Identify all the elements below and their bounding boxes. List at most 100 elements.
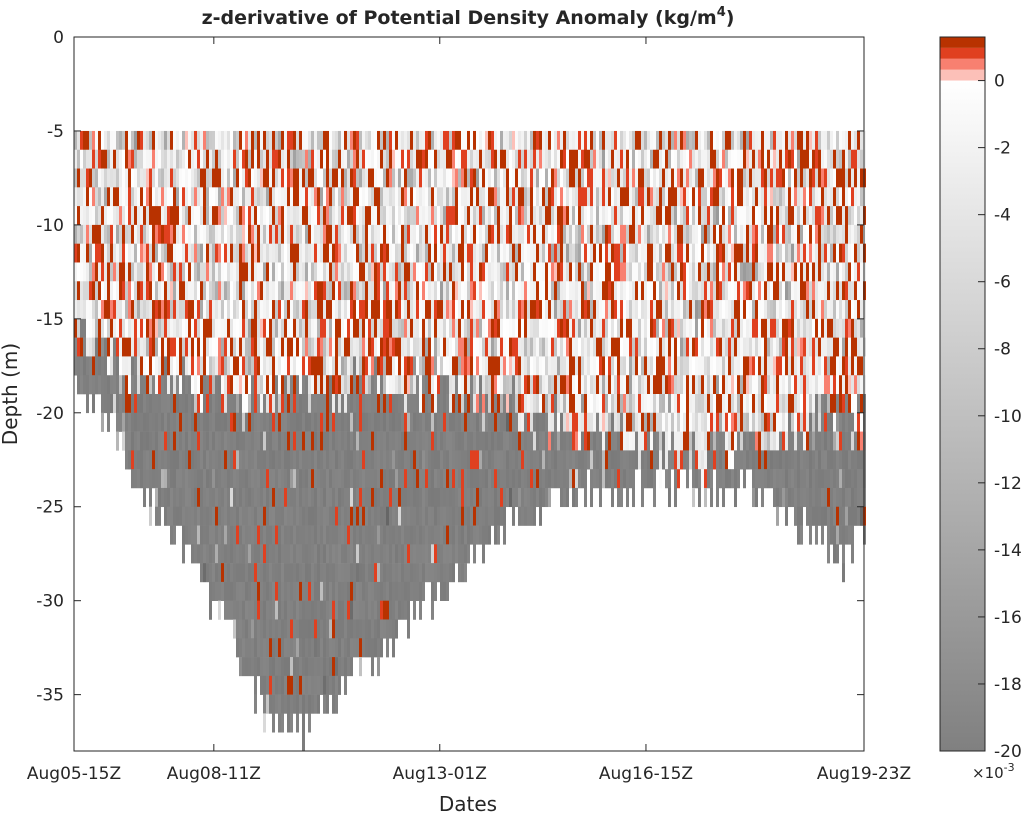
heatmap-cell bbox=[365, 394, 368, 414]
heatmap-cell bbox=[401, 506, 404, 526]
heatmap-cell bbox=[287, 337, 290, 357]
heatmap-cell bbox=[698, 487, 701, 508]
heatmap-cell bbox=[641, 487, 644, 508]
heatmap-cell bbox=[173, 450, 176, 470]
heatmap-cell bbox=[110, 224, 113, 244]
heatmap-cell bbox=[236, 149, 239, 169]
heatmap-cell bbox=[254, 206, 257, 226]
heatmap-cell bbox=[467, 506, 470, 526]
heatmap-cell bbox=[152, 262, 155, 282]
heatmap-cell bbox=[581, 262, 584, 282]
heatmap-cell bbox=[479, 469, 482, 489]
heatmap-cell bbox=[287, 394, 290, 414]
heatmap-cell bbox=[596, 224, 599, 244]
heatmap-cell bbox=[80, 224, 83, 244]
heatmap-cell bbox=[638, 262, 641, 282]
heatmap-cell bbox=[356, 544, 359, 564]
heatmap-cell bbox=[251, 149, 254, 169]
heatmap-cell bbox=[341, 619, 344, 639]
heatmap-cell bbox=[188, 506, 191, 526]
heatmap-cell bbox=[650, 412, 653, 432]
heatmap-cell bbox=[116, 318, 119, 338]
heatmap-cell bbox=[431, 262, 434, 282]
heatmap-cell bbox=[392, 224, 395, 244]
heatmap-cell bbox=[221, 206, 224, 226]
heatmap-cell bbox=[623, 168, 626, 188]
heatmap-cell bbox=[428, 300, 431, 320]
heatmap-cell bbox=[329, 187, 332, 207]
heatmap-cell bbox=[353, 356, 356, 376]
heatmap-cell bbox=[419, 469, 422, 489]
heatmap-cell bbox=[692, 375, 695, 395]
heatmap-cell bbox=[260, 375, 263, 395]
heatmap-cell bbox=[332, 243, 335, 263]
heatmap-cell bbox=[587, 281, 590, 301]
heatmap-cell bbox=[152, 337, 155, 357]
heatmap-cell bbox=[596, 375, 599, 395]
heatmap-cell bbox=[461, 450, 464, 470]
heatmap-cell bbox=[305, 450, 308, 470]
heatmap-cell bbox=[344, 638, 347, 658]
heatmap-cell bbox=[497, 394, 500, 414]
heatmap-cell bbox=[164, 262, 167, 282]
heatmap-cell bbox=[230, 563, 233, 583]
heatmap-cell bbox=[293, 544, 296, 564]
heatmap-cell bbox=[509, 487, 512, 508]
heatmap-cell bbox=[512, 262, 515, 282]
heatmap-cell bbox=[89, 206, 92, 226]
heatmap-cell bbox=[596, 337, 599, 357]
heatmap-cell bbox=[458, 544, 461, 564]
heatmap-cell bbox=[323, 281, 326, 301]
heatmap-cell bbox=[641, 149, 644, 169]
heatmap-cell bbox=[215, 375, 218, 395]
heatmap-cell bbox=[149, 318, 152, 338]
heatmap-cell bbox=[323, 450, 326, 470]
heatmap-cell bbox=[653, 224, 656, 244]
heatmap-cell bbox=[203, 525, 206, 545]
heatmap-cell bbox=[554, 168, 557, 188]
heatmap-cell bbox=[617, 149, 620, 169]
heatmap-cell bbox=[146, 206, 149, 226]
heatmap-cell bbox=[650, 394, 653, 414]
heatmap-cell bbox=[239, 563, 242, 583]
heatmap-cell bbox=[200, 243, 203, 263]
heatmap-cell bbox=[650, 300, 653, 320]
heatmap-cell bbox=[188, 431, 191, 451]
heatmap-cell bbox=[356, 206, 359, 226]
heatmap-cell bbox=[215, 243, 218, 263]
heatmap-cell bbox=[674, 412, 677, 432]
heatmap-cell bbox=[374, 619, 377, 639]
heatmap-cell bbox=[449, 544, 452, 564]
heatmap-cell bbox=[347, 243, 350, 263]
heatmap-cell bbox=[362, 619, 365, 639]
heatmap-cell bbox=[449, 356, 452, 376]
heatmap-cell bbox=[269, 168, 272, 188]
heatmap-cell bbox=[167, 187, 170, 207]
heatmap-cell bbox=[407, 168, 410, 188]
heatmap-cell bbox=[665, 450, 668, 470]
heatmap-cell bbox=[350, 487, 353, 508]
heatmap-cell bbox=[302, 487, 305, 508]
heatmap-cell bbox=[497, 525, 500, 545]
heatmap-cell bbox=[512, 187, 515, 207]
heatmap-cell bbox=[275, 337, 278, 357]
heatmap-cell bbox=[284, 412, 287, 432]
heatmap-cell bbox=[227, 243, 230, 263]
heatmap-cell bbox=[263, 657, 266, 677]
heatmap-cell bbox=[677, 187, 680, 207]
heatmap-cell bbox=[632, 356, 635, 376]
heatmap-cell bbox=[611, 394, 614, 414]
heatmap-cell bbox=[185, 206, 188, 226]
heatmap-cell bbox=[275, 168, 278, 188]
heatmap-cell bbox=[257, 412, 260, 432]
heatmap-cell bbox=[230, 243, 233, 263]
heatmap-cell bbox=[359, 375, 362, 395]
heatmap-cell bbox=[629, 300, 632, 320]
heatmap-cell bbox=[155, 450, 158, 470]
heatmap-cell bbox=[158, 394, 161, 414]
heatmap-cell bbox=[179, 375, 182, 395]
heatmap-cell bbox=[587, 450, 590, 470]
heatmap-cell bbox=[620, 130, 623, 151]
heatmap-cell bbox=[617, 469, 620, 489]
heatmap-cell bbox=[698, 412, 701, 432]
